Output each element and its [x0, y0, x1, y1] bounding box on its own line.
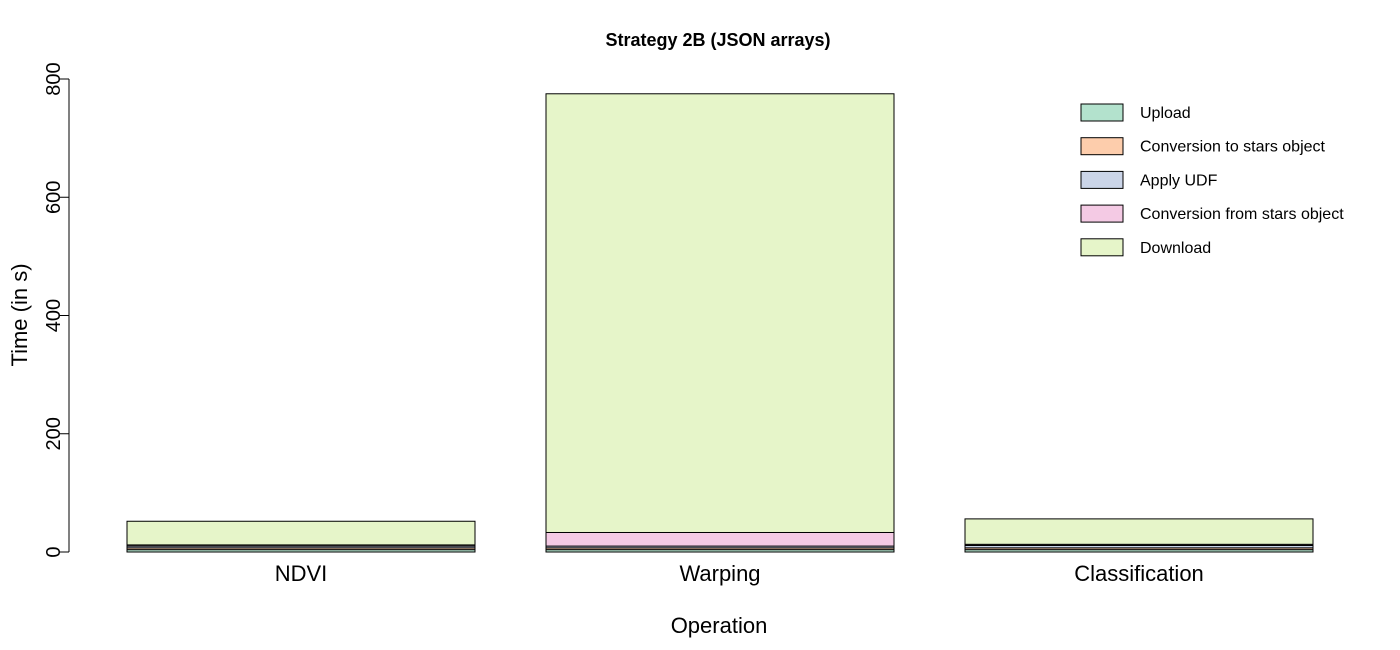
- x-axis-label: Operation: [671, 613, 768, 638]
- legend-entry: Conversion to stars object: [1140, 139, 1326, 156]
- y-tick-label: 400: [43, 299, 65, 332]
- legend-entry: Upload: [1140, 105, 1191, 122]
- x-axis-labels: NDVI Warping Classification: [275, 561, 1204, 586]
- bar-segment: [126, 520, 476, 546]
- bars: [126, 93, 1314, 553]
- bar-segment: [545, 531, 895, 547]
- legend-entry: Download: [1140, 240, 1211, 257]
- x-tick-label: NDVI: [275, 561, 328, 586]
- legend-entry: Conversion from stars object: [1140, 206, 1344, 223]
- y-axis: 0 200 400 600 800: [43, 62, 70, 558]
- x-tick-label: Warping: [679, 561, 760, 586]
- chart-title: Strategy 2B (JSON arrays): [605, 30, 830, 50]
- y-tick-label: 800: [43, 62, 65, 95]
- y-tick-label: 600: [43, 181, 65, 214]
- legend-swatch: [1080, 103, 1124, 122]
- y-tick-label: 200: [43, 417, 65, 450]
- legend-entry: Apply UDF: [1140, 172, 1218, 189]
- x-tick-label: Classification: [1074, 561, 1204, 586]
- legend: Upload Conversion to stars object Apply UD…: [1080, 103, 1344, 257]
- bar-segment: [964, 518, 1314, 545]
- y-axis-label: Time (in s): [7, 263, 32, 366]
- y-tick-label: 0: [43, 546, 65, 557]
- legend-swatch: [1080, 238, 1124, 257]
- legend-swatch: [1080, 137, 1124, 156]
- legend-swatch: [1080, 170, 1124, 189]
- bar-segment: [545, 93, 895, 533]
- legend-swatch: [1080, 204, 1124, 223]
